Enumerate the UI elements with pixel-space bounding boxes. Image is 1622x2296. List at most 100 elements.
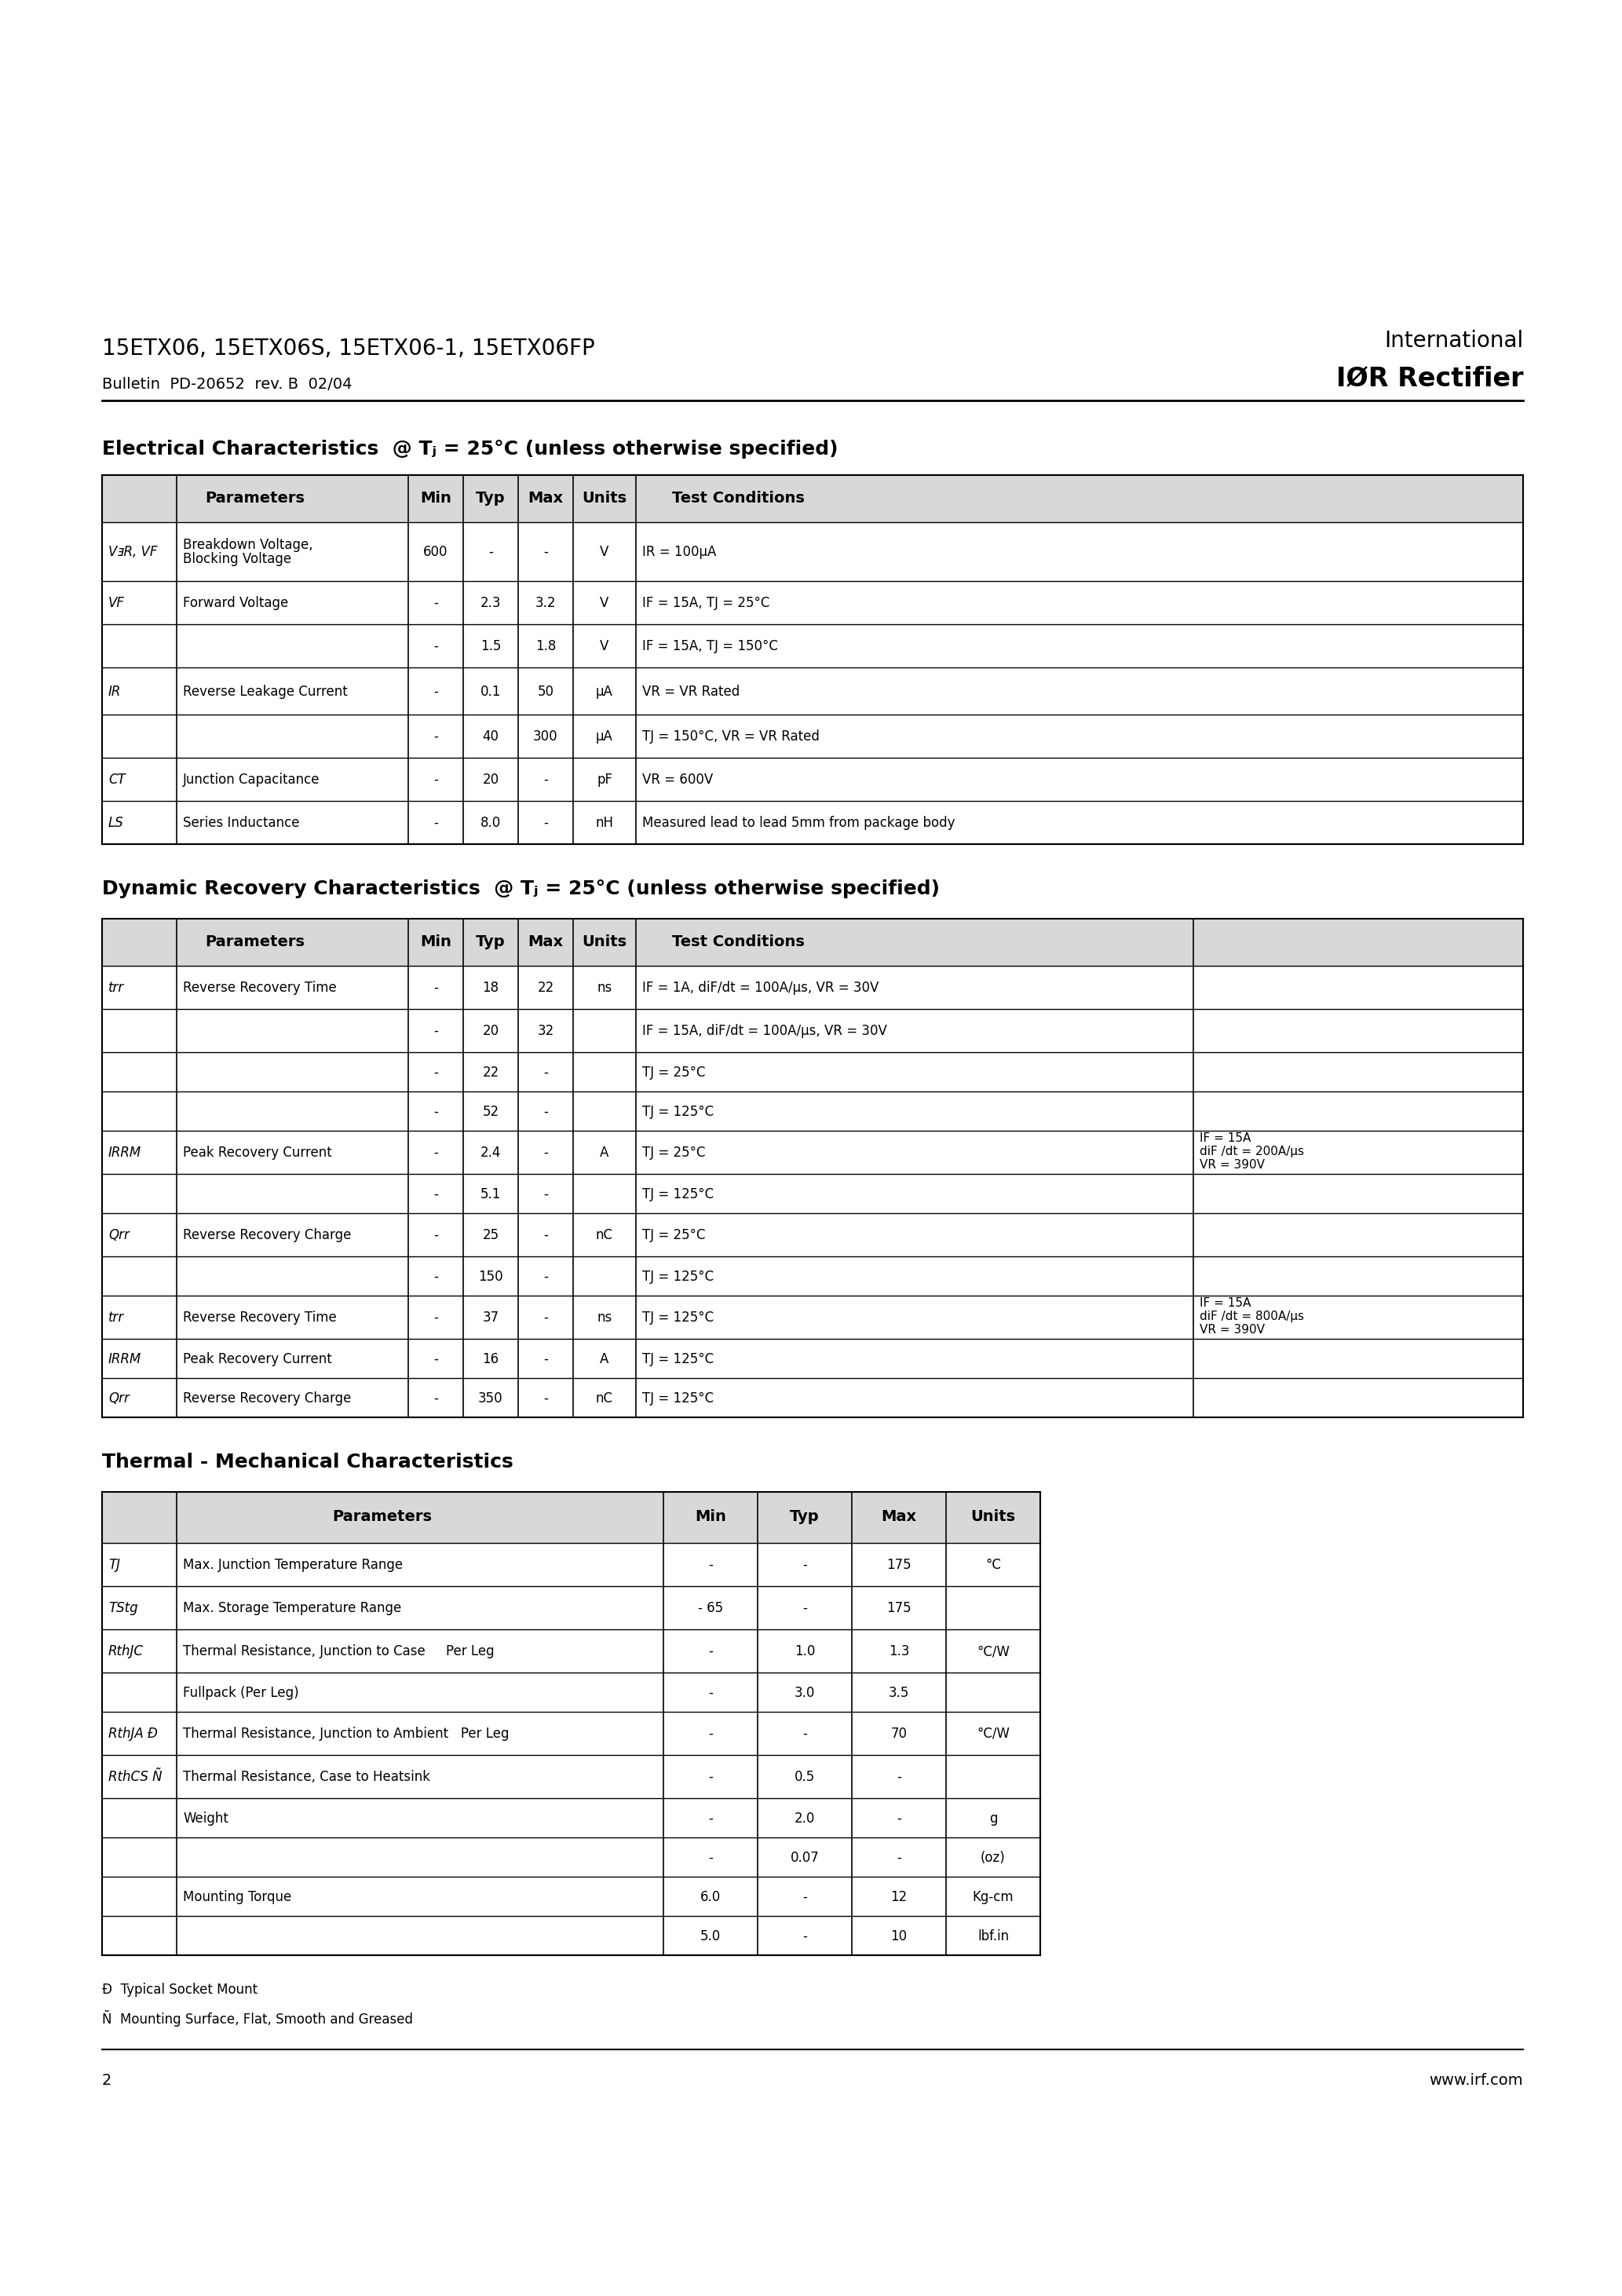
Text: -: - <box>803 1890 808 1903</box>
Text: -: - <box>433 1352 438 1366</box>
Bar <box>102 475 1523 521</box>
Text: 22: 22 <box>482 1065 500 1079</box>
Text: 16: 16 <box>482 1352 500 1366</box>
Text: Parameters: Parameters <box>206 491 305 505</box>
Text: 3.2: 3.2 <box>535 597 556 611</box>
Text: Parameters: Parameters <box>206 934 305 948</box>
Text: -: - <box>543 1065 548 1079</box>
Text: -: - <box>709 1685 712 1699</box>
Text: TJ = 125°C: TJ = 125°C <box>642 1104 714 1118</box>
Text: Typ: Typ <box>790 1508 819 1525</box>
Text: -: - <box>433 1024 438 1038</box>
Text: Weight: Weight <box>183 1812 229 1825</box>
Text: 1.0: 1.0 <box>795 1644 816 1658</box>
Text: Parameters: Parameters <box>333 1508 431 1525</box>
Text: -: - <box>433 1187 438 1201</box>
Text: Units: Units <box>582 491 628 505</box>
Text: 20: 20 <box>482 774 500 788</box>
Text: VF: VF <box>109 597 125 611</box>
Text: 2.0: 2.0 <box>795 1812 816 1825</box>
Text: ns: ns <box>597 980 611 994</box>
Text: -: - <box>897 1851 902 1864</box>
Text: Thermal Resistance, Junction to Ambient   Per Leg: Thermal Resistance, Junction to Ambient … <box>183 1727 509 1740</box>
Text: -: - <box>897 1812 902 1825</box>
Text: Kg-cm: Kg-cm <box>973 1890 1014 1903</box>
Text: -: - <box>709 1851 712 1864</box>
Text: TJ = 25°C: TJ = 25°C <box>642 1065 706 1079</box>
Text: TJ = 25°C: TJ = 25°C <box>642 1228 706 1242</box>
Text: 40: 40 <box>482 730 500 744</box>
Text: Dynamic Recovery Characteristics  @ Tⱼ = 25°C (unless otherwise specified): Dynamic Recovery Characteristics @ Tⱼ = … <box>102 879 939 898</box>
Text: Min: Min <box>420 491 451 505</box>
Text: V: V <box>600 638 608 654</box>
Text: 8.0: 8.0 <box>480 815 501 829</box>
Text: -: - <box>488 544 493 560</box>
Text: nC: nC <box>595 1228 613 1242</box>
Text: 2: 2 <box>102 2073 112 2087</box>
Text: -: - <box>433 684 438 698</box>
Text: Qrr: Qrr <box>109 1391 130 1405</box>
Text: Units: Units <box>582 934 628 948</box>
Text: Max: Max <box>527 934 563 948</box>
Text: 2.3: 2.3 <box>480 597 501 611</box>
Text: IR = 100μA: IR = 100μA <box>642 544 717 560</box>
Text: 12: 12 <box>890 1890 907 1903</box>
Text: Forward Voltage: Forward Voltage <box>183 597 289 611</box>
Text: pF: pF <box>597 774 613 788</box>
Text: 15ETX06, 15ETX06S, 15ETX06-1, 15ETX06FP: 15ETX06, 15ETX06S, 15ETX06-1, 15ETX06FP <box>102 338 595 360</box>
Text: Measured lead to lead 5mm from package body: Measured lead to lead 5mm from package b… <box>642 815 955 829</box>
Text: IF = 15A: IF = 15A <box>1200 1132 1251 1143</box>
Text: -: - <box>709 1559 712 1573</box>
Text: trr: trr <box>109 1311 125 1325</box>
Text: Ñ  Mounting Surface, Flat, Smooth and Greased: Ñ Mounting Surface, Flat, Smooth and Gre… <box>102 2011 414 2027</box>
Text: -: - <box>709 1727 712 1740</box>
Text: Reverse Recovery Charge: Reverse Recovery Charge <box>183 1391 352 1405</box>
Text: -: - <box>803 1559 808 1573</box>
Text: www.irf.com: www.irf.com <box>1429 2073 1523 2087</box>
Text: Test Conditions: Test Conditions <box>672 934 805 948</box>
Text: TJ = 125°C: TJ = 125°C <box>642 1311 714 1325</box>
Text: (oz): (oz) <box>981 1851 1006 1864</box>
Text: Test Conditions: Test Conditions <box>672 491 805 505</box>
Text: 175: 175 <box>887 1600 912 1614</box>
Text: -: - <box>543 774 548 788</box>
Text: RthJA Ð: RthJA Ð <box>109 1727 157 1740</box>
Text: Ð  Typical Socket Mount: Ð Typical Socket Mount <box>102 1984 258 1998</box>
Text: Max. Junction Temperature Range: Max. Junction Temperature Range <box>183 1559 402 1573</box>
Text: -: - <box>433 1104 438 1118</box>
Text: -: - <box>803 1727 808 1740</box>
Text: -: - <box>709 1812 712 1825</box>
Text: -: - <box>543 1104 548 1118</box>
Text: -: - <box>433 815 438 829</box>
Text: 10: 10 <box>890 1929 907 1942</box>
Text: Units: Units <box>970 1508 1015 1525</box>
Text: 6.0: 6.0 <box>701 1890 720 1903</box>
Text: -: - <box>433 597 438 611</box>
Text: trr: trr <box>109 980 125 994</box>
Text: Fullpack (Per Leg): Fullpack (Per Leg) <box>183 1685 298 1699</box>
Text: 20: 20 <box>482 1024 500 1038</box>
Text: -: - <box>803 1929 808 1942</box>
Text: nC: nC <box>595 1391 613 1405</box>
Text: IRRM: IRRM <box>109 1352 141 1366</box>
Text: μA: μA <box>595 730 613 744</box>
Text: TJ: TJ <box>109 1559 120 1573</box>
Text: 3.5: 3.5 <box>889 1685 910 1699</box>
Text: - 65: - 65 <box>697 1600 723 1614</box>
Text: -: - <box>543 1352 548 1366</box>
Text: LS: LS <box>109 815 123 829</box>
Text: -: - <box>433 774 438 788</box>
Text: Electrical Characteristics  @ Tⱼ = 25°C (unless otherwise specified): Electrical Characteristics @ Tⱼ = 25°C (… <box>102 441 839 459</box>
Text: °C/W: °C/W <box>976 1727 1009 1740</box>
Text: -: - <box>543 815 548 829</box>
Text: TJ = 125°C: TJ = 125°C <box>642 1270 714 1283</box>
Text: Blocking Voltage: Blocking Voltage <box>183 551 292 567</box>
Text: Junction Capacitance: Junction Capacitance <box>183 774 320 788</box>
Text: 350: 350 <box>478 1391 503 1405</box>
Text: -: - <box>543 1270 548 1283</box>
Text: 1.3: 1.3 <box>889 1644 910 1658</box>
Text: Bulletin  PD-20652  rev. B  02/04: Bulletin PD-20652 rev. B 02/04 <box>102 377 352 393</box>
Text: IF = 15A, TJ = 25°C: IF = 15A, TJ = 25°C <box>642 597 770 611</box>
Text: diF /dt = 200A/μs: diF /dt = 200A/μs <box>1200 1146 1304 1157</box>
Text: TJ = 125°C: TJ = 125°C <box>642 1391 714 1405</box>
